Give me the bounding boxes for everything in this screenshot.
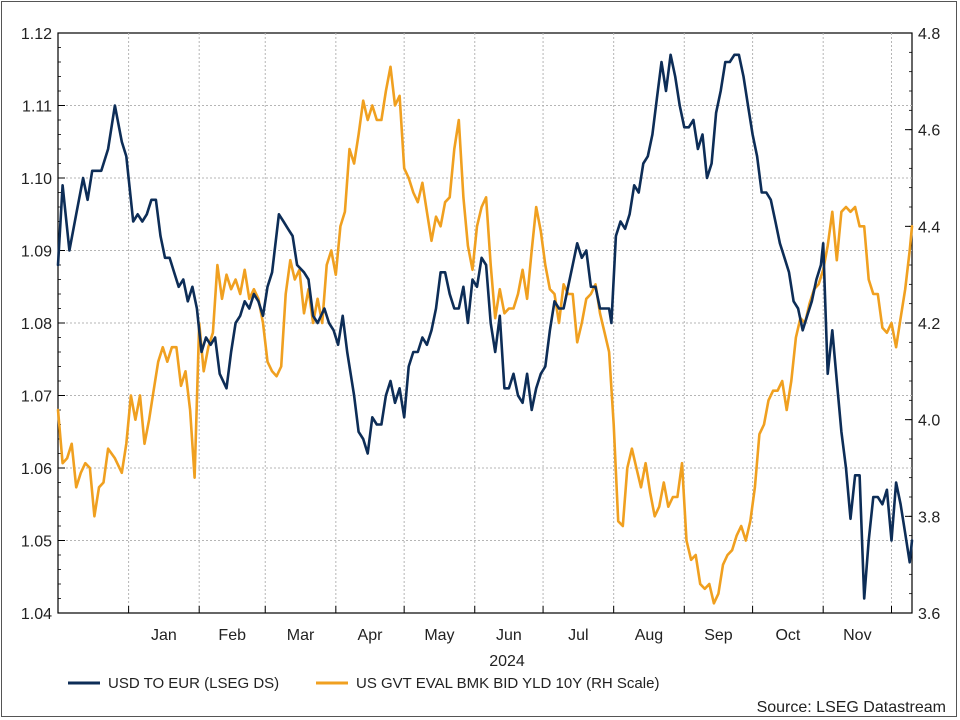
left-tick-label: 1.08 <box>21 316 52 333</box>
source-note: Source: LSEG Datastream <box>757 699 946 716</box>
x-tick-label: Oct <box>775 627 800 644</box>
right-tick-label: 3.6 <box>918 606 940 623</box>
right-tick-label: 3.8 <box>918 509 940 526</box>
left-tick-label: 1.06 <box>21 461 52 478</box>
right-tick-label: 4.4 <box>918 219 940 236</box>
left-tick-label: 1.07 <box>21 389 52 406</box>
right-tick-label: 4.8 <box>918 26 940 43</box>
left-tick-label: 1.10 <box>21 171 52 188</box>
right-tick-label: 4.2 <box>918 316 940 333</box>
legend-label-us-10y: US GVT EVAL BMK BID YLD 10Y (RH Scale) <box>356 675 659 692</box>
legend: USD TO EUR (LSEG DS) US GVT EVAL BMK BID… <box>68 675 659 692</box>
x-tick-label: May <box>424 627 454 644</box>
x-tick-label: Aug <box>635 627 663 644</box>
series-line-us-10y <box>56 65 914 605</box>
x-tick-label: Mar <box>287 627 315 644</box>
left-tick-label: 1.05 <box>21 534 52 551</box>
x-tick-label: Feb <box>218 627 246 644</box>
series-line-usd-eur <box>56 53 914 600</box>
legend-label-usd-eur: USD TO EUR (LSEG DS) <box>108 675 279 692</box>
left-axis-ticks: 1.04 1.05 1.06 1.07 1.08 1.09 1.10 1.11 1.12 <box>21 26 65 623</box>
left-tick-label: 1.04 <box>21 606 52 623</box>
left-tick-label: 1.12 <box>21 26 52 43</box>
x-tick-label: Sep <box>704 627 733 644</box>
right-tick-label: 4.6 <box>918 123 940 140</box>
x-tick-label: Nov <box>843 627 871 644</box>
x-tick-label: Jun <box>496 627 522 644</box>
x-tick-label: Jul <box>568 627 588 644</box>
left-tick-label: 1.11 <box>22 99 52 116</box>
x-tick-label: Jan <box>151 627 177 644</box>
series-lines <box>56 53 914 605</box>
right-tick-label: 4.0 <box>918 413 940 430</box>
x-axis-label: 2024 <box>489 653 525 670</box>
x-tick-label: Apr <box>358 627 384 644</box>
right-axis-ticks: 3.6 3.8 4.0 4.2 4.4 4.6 4.8 <box>905 26 940 623</box>
left-tick-label: 1.09 <box>21 244 52 261</box>
x-axis-ticks: Jan Feb Mar Apr May Jun Jul Aug Sep Oct Nov <box>128 606 893 644</box>
